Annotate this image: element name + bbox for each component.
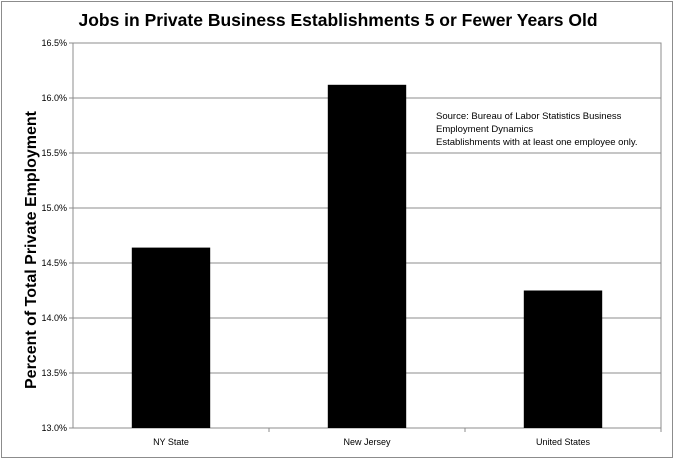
source-line-2: Employment Dynamics (436, 124, 534, 135)
x-tick-label: NY State (153, 437, 189, 447)
y-tick-label: 13.0% (41, 423, 67, 433)
y-tick-label: 16.5% (41, 38, 67, 48)
y-tick-label: 13.5% (41, 368, 67, 378)
source-annotation: Source: Bureau of Labor Statistics Busin… (436, 110, 638, 149)
x-tick-label: New Jersey (343, 437, 391, 447)
source-line-1: Source: Bureau of Labor Statistics Busin… (436, 111, 622, 122)
bar (131, 247, 211, 428)
bar (523, 290, 603, 428)
y-tick-label: 14.0% (41, 313, 67, 323)
y-tick-label: 15.5% (41, 148, 67, 158)
y-tick-label: 14.5% (41, 258, 67, 268)
chart-title: Jobs in Private Business Establishments … (78, 10, 598, 30)
bar (327, 84, 407, 429)
x-tick-label: United States (536, 437, 591, 447)
y-tick-label: 16.0% (41, 93, 67, 103)
source-line-3: Establishments with at least one employe… (436, 137, 638, 148)
y-tick-label: 15.0% (41, 203, 67, 213)
